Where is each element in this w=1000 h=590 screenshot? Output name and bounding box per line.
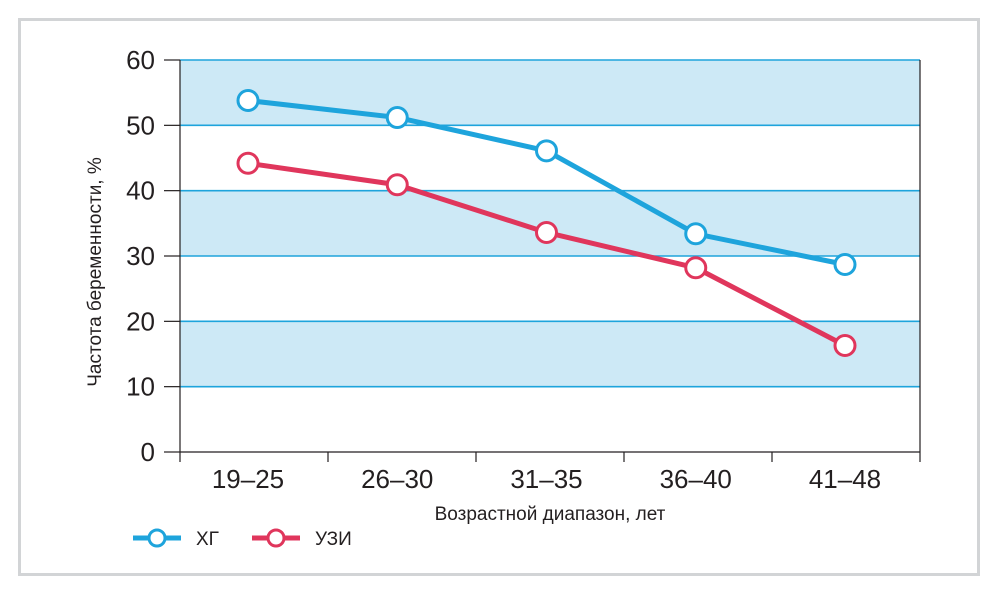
x-tick-labels: 19–25 26–30 31–35 36–40 41–48 bbox=[212, 464, 881, 494]
x-tick-label: 19–25 bbox=[212, 464, 284, 494]
y-tick-label: 60 bbox=[126, 45, 155, 75]
data-point bbox=[385, 173, 409, 197]
plot-band bbox=[180, 256, 920, 322]
y-tick-labels: 0 10 20 30 40 50 60 bbox=[126, 45, 155, 467]
x-tick-label: 31–35 bbox=[510, 464, 582, 494]
legend: ХГ УЗИ bbox=[133, 528, 352, 550]
data-point bbox=[535, 220, 558, 244]
x-tick-label: 26–30 bbox=[361, 464, 433, 494]
x-tick-label: 36–40 bbox=[660, 464, 732, 494]
data-point bbox=[236, 151, 260, 175]
data-point bbox=[385, 105, 409, 129]
legend-label: УЗИ bbox=[315, 529, 352, 550]
y-tick-label: 50 bbox=[126, 110, 155, 140]
data-point bbox=[236, 89, 260, 113]
y-tick-label: 40 bbox=[126, 176, 155, 206]
legend-label: ХГ bbox=[196, 529, 219, 550]
legend-item: ХГ bbox=[133, 528, 219, 550]
plot-background bbox=[180, 60, 920, 452]
data-point bbox=[833, 252, 857, 276]
data-point bbox=[684, 222, 708, 246]
y-tick-label: 0 bbox=[141, 437, 155, 467]
plot-band bbox=[180, 386, 920, 452]
x-tick-label: 41–48 bbox=[809, 464, 881, 494]
y-axis-label: Частота беременности, % bbox=[85, 157, 106, 387]
data-point bbox=[833, 334, 857, 358]
y-tick-label: 30 bbox=[126, 241, 155, 271]
x-axis-label: Возрастной диапазон, лет bbox=[435, 504, 666, 525]
y-tick-label: 10 bbox=[126, 372, 155, 402]
axes bbox=[164, 59, 921, 462]
data-point bbox=[684, 256, 708, 280]
y-tick-label: 20 bbox=[126, 306, 155, 336]
plot-band bbox=[180, 60, 920, 126]
legend-item: УЗИ bbox=[252, 528, 352, 550]
legend-marker bbox=[266, 528, 286, 548]
series-points bbox=[236, 89, 857, 358]
data-point bbox=[535, 139, 558, 163]
plot-band bbox=[180, 321, 920, 387]
legend-marker bbox=[147, 528, 167, 548]
